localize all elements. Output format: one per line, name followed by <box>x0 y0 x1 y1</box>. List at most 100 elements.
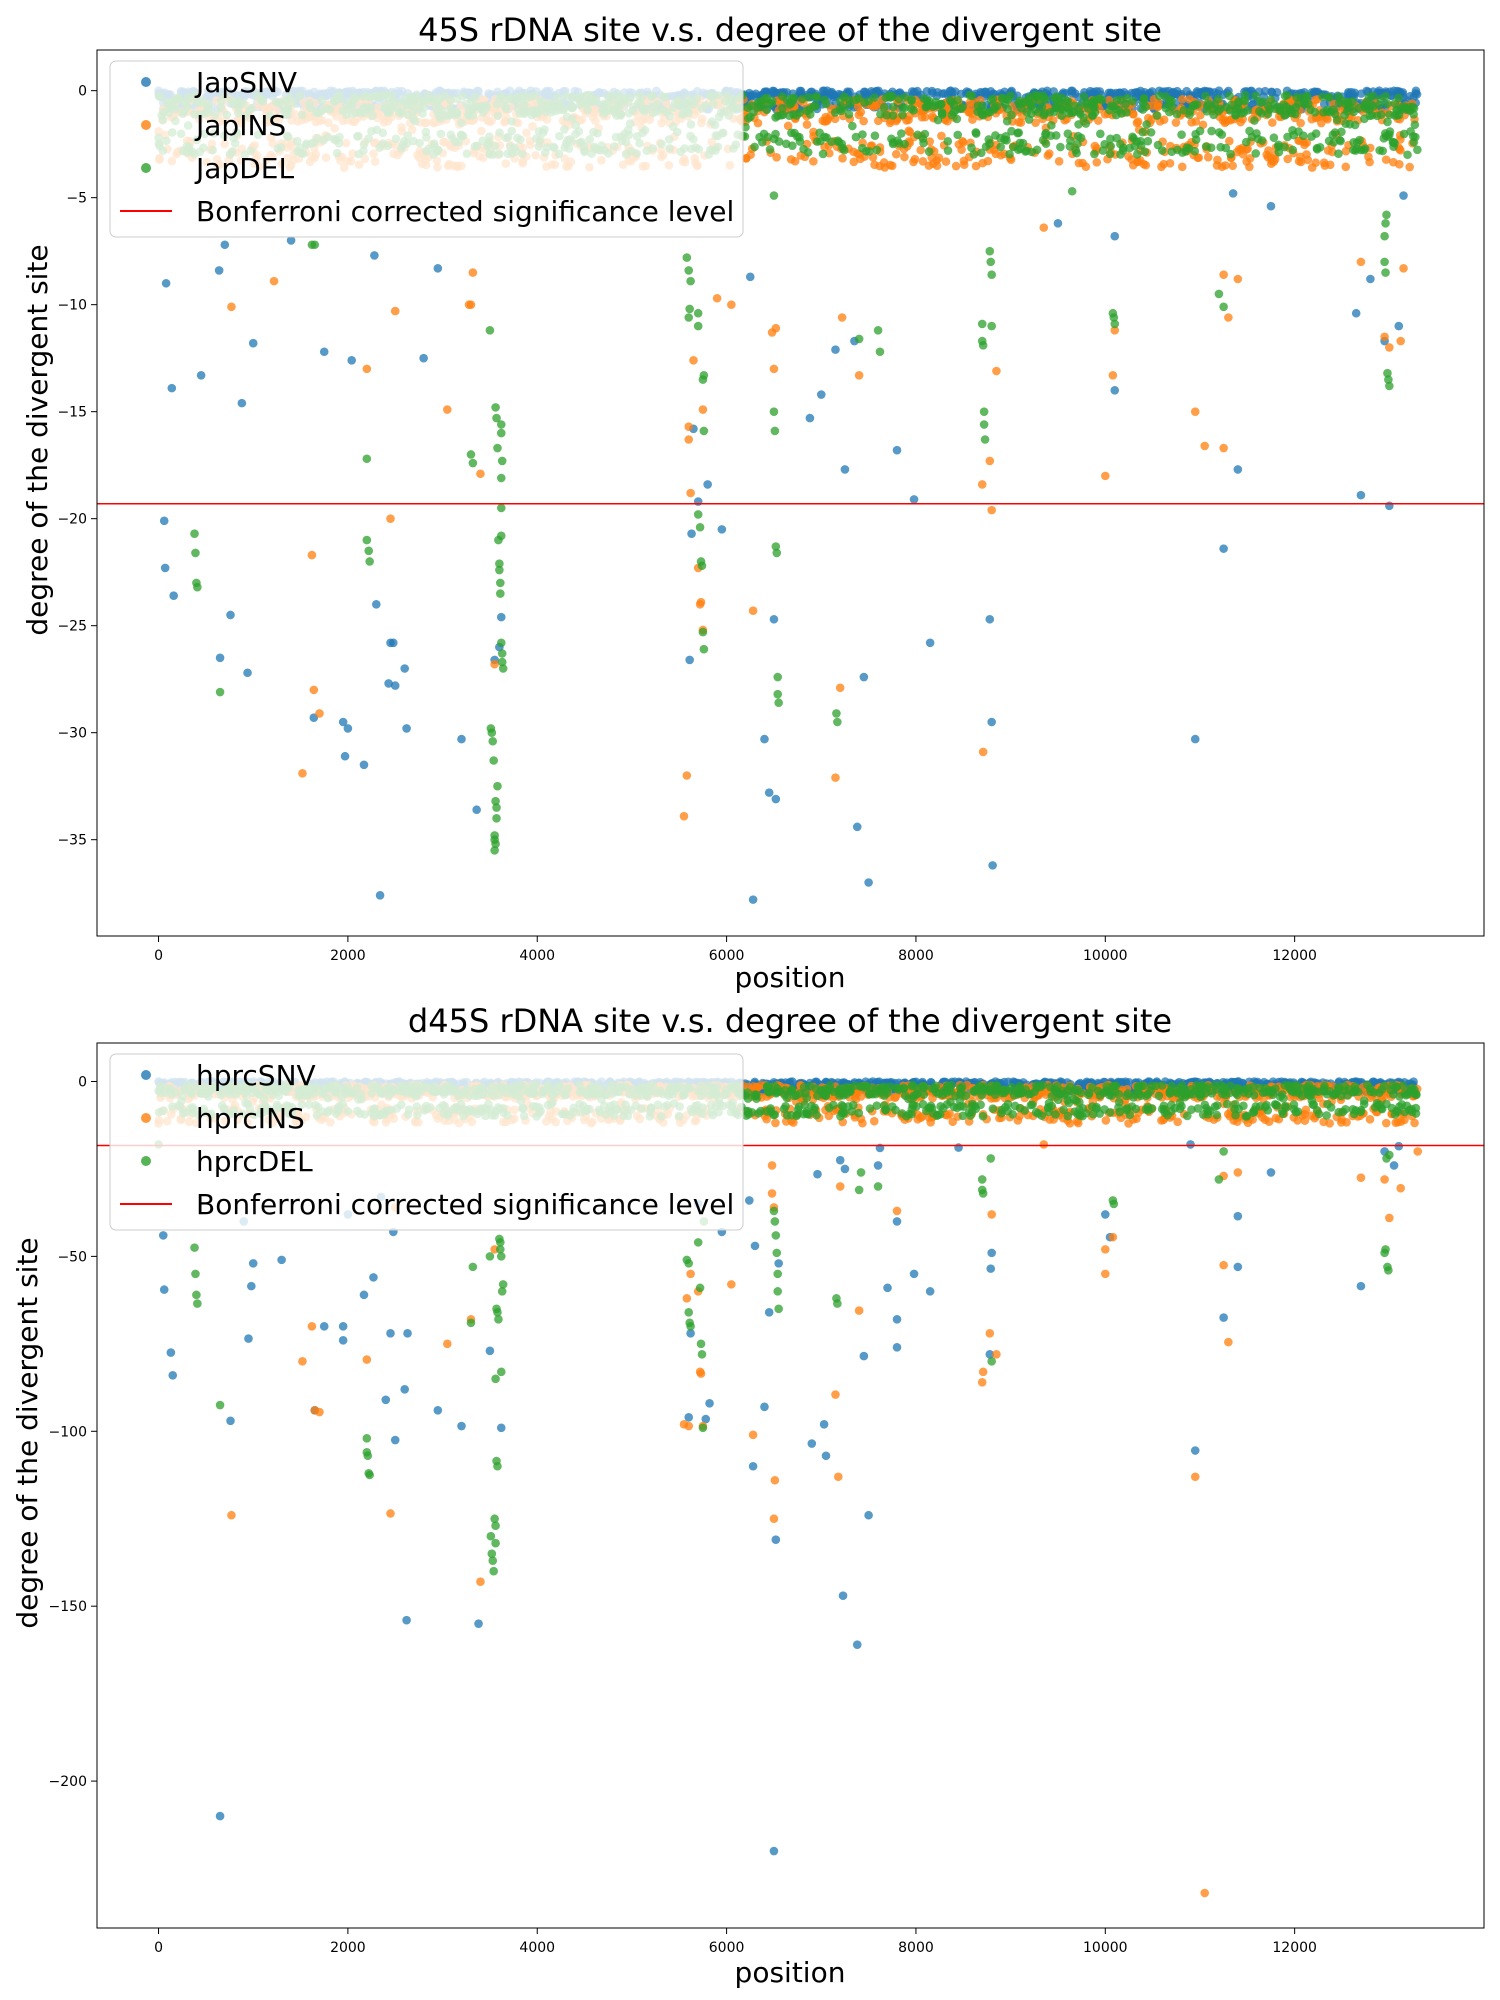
data-point <box>1266 95 1276 104</box>
data-point <box>1143 136 1153 146</box>
chart-title: 45S rDNA site v.s. degree of the diverge… <box>418 11 1162 49</box>
data-point <box>1389 1161 1399 1170</box>
data-point <box>472 805 481 815</box>
data-point <box>1411 132 1420 142</box>
data-point <box>1111 110 1121 120</box>
data-point <box>1255 106 1264 116</box>
data-point <box>1221 143 1231 153</box>
x-tick-label: 4000 <box>519 948 555 964</box>
data-point <box>214 266 224 275</box>
data-point <box>928 159 938 168</box>
data-point <box>864 1510 873 1520</box>
data-point <box>748 606 758 616</box>
data-point <box>941 157 951 166</box>
data-point <box>1379 134 1389 143</box>
data-point <box>854 94 863 103</box>
data-point <box>767 96 777 106</box>
data-point <box>985 139 994 149</box>
data-point <box>247 1281 256 1291</box>
data-point <box>1053 219 1063 228</box>
data-point <box>468 458 478 468</box>
data-point <box>844 95 853 104</box>
data-point <box>496 428 506 438</box>
data-point <box>1383 99 1392 109</box>
data-point <box>1349 107 1358 117</box>
data-point <box>1214 289 1224 299</box>
data-point <box>1296 118 1305 128</box>
data-point <box>882 110 892 120</box>
data-point <box>686 488 695 498</box>
data-point <box>496 1423 506 1433</box>
data-point <box>1074 120 1083 129</box>
data-point <box>1239 108 1249 117</box>
data-point <box>831 345 840 354</box>
data-point <box>934 153 944 163</box>
data-point <box>1341 146 1351 156</box>
data-point <box>937 110 947 119</box>
data-point <box>1033 90 1043 100</box>
data-point <box>1157 146 1167 155</box>
data-point <box>765 145 775 154</box>
data-point <box>813 1169 822 1179</box>
data-point <box>1252 129 1261 138</box>
data-point <box>822 133 831 142</box>
data-point <box>1177 162 1187 172</box>
data-point <box>838 1591 848 1600</box>
data-point <box>1336 95 1346 105</box>
data-point <box>898 110 907 120</box>
data-point <box>987 717 996 727</box>
data-point <box>769 191 779 200</box>
data-point <box>745 272 755 282</box>
data-point <box>909 1269 919 1279</box>
data-point <box>493 781 502 791</box>
data-point <box>497 657 507 667</box>
data-point <box>1240 95 1249 105</box>
data-point <box>804 92 813 102</box>
data-point <box>1109 313 1119 322</box>
data-point <box>825 148 834 158</box>
data-point <box>319 347 329 357</box>
data-point <box>400 1385 409 1394</box>
data-point <box>697 561 707 571</box>
data-point <box>987 270 996 280</box>
data-point <box>1323 107 1332 116</box>
data-point <box>968 115 977 124</box>
data-point <box>495 565 504 575</box>
data-point <box>888 102 898 112</box>
data-point <box>679 811 689 821</box>
data-point <box>1264 146 1273 155</box>
data-point <box>977 148 986 158</box>
data-point <box>769 364 779 374</box>
data-point <box>900 93 910 102</box>
data-point <box>1302 150 1311 159</box>
data-point <box>1106 134 1115 144</box>
data-point <box>1122 108 1131 117</box>
data-point <box>783 121 793 131</box>
x-tick-label: 6000 <box>709 1940 745 1956</box>
data-point <box>819 86 829 96</box>
data-point <box>1122 93 1132 103</box>
data-point <box>985 1350 995 1359</box>
data-point <box>892 445 902 455</box>
data-point <box>1311 158 1321 168</box>
data-point <box>1324 92 1334 102</box>
data-point <box>1177 94 1187 104</box>
data-point <box>1288 145 1298 155</box>
data-point <box>220 240 230 250</box>
data-point <box>338 717 348 727</box>
data-point <box>703 480 712 489</box>
data-point <box>1185 106 1195 116</box>
data-point <box>227 302 236 312</box>
data-point <box>1413 145 1422 155</box>
data-point <box>248 338 258 348</box>
data-point <box>1376 110 1386 120</box>
data-point <box>1074 108 1084 117</box>
data-point <box>924 147 934 156</box>
data-point <box>347 356 356 365</box>
x-tick-label: 2000 <box>330 1940 366 1956</box>
data-point <box>832 709 841 718</box>
data-point <box>977 480 987 489</box>
y-tick-label: −15 <box>57 405 87 421</box>
data-point <box>1334 149 1343 159</box>
data-point <box>754 98 764 108</box>
